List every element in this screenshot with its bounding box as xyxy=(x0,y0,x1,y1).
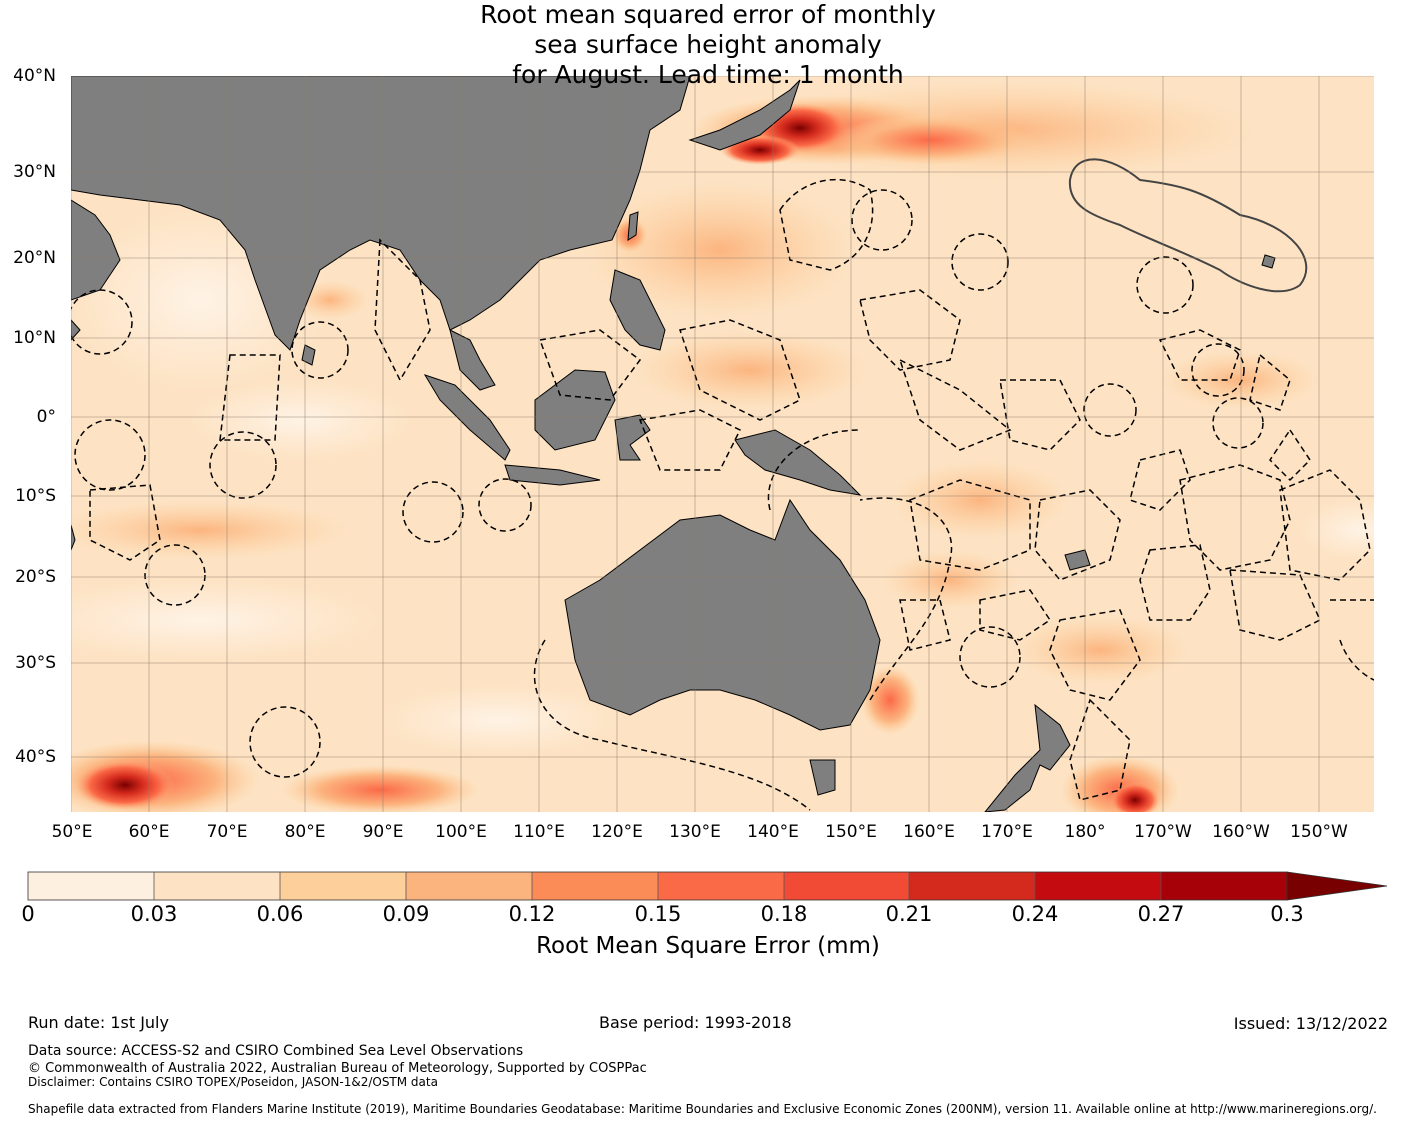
map-title-line-2: sea surface height anomaly xyxy=(534,30,882,59)
shapefile-credit: Shapefile data extracted from Flanders M… xyxy=(28,1102,1377,1116)
lon-label: 50°E xyxy=(51,822,93,842)
map-area xyxy=(71,76,1374,812)
colorbar-segment xyxy=(154,872,280,900)
colorbar-tick-label: 0.12 xyxy=(508,902,556,926)
colorbar-tick-label: 0.06 xyxy=(256,902,304,926)
colorbar-tick-label: 0 xyxy=(21,902,35,926)
lat-label: 20°S xyxy=(15,567,56,587)
colorbar-segment xyxy=(28,872,154,900)
lon-label: 160°W xyxy=(1212,822,1270,842)
run-date: Run date: 1st July xyxy=(28,1013,169,1032)
lon-label: 90°E xyxy=(362,822,404,842)
colorbar-tick-label: 0.27 xyxy=(1137,902,1185,926)
disclaimer: Disclaimer: Contains CSIRO TOPEX/Poseido… xyxy=(28,1075,438,1089)
colorbar-segment xyxy=(658,872,784,900)
land-masses xyxy=(71,76,1276,812)
base-period: Base period: 1993-2018 xyxy=(599,1013,792,1032)
lon-label: 70°E xyxy=(206,822,248,842)
lon-label: 110°E xyxy=(513,822,565,842)
lon-label: 180° xyxy=(1064,822,1106,842)
colorbar-segment xyxy=(784,872,909,900)
lon-label: 130°E xyxy=(669,822,721,842)
colorbar-segment xyxy=(280,872,406,900)
colorbar xyxy=(27,871,1388,901)
lon-label: 170°W xyxy=(1134,822,1192,842)
colorbar-tick-label: 0.18 xyxy=(760,902,808,926)
colorbar-tick-label: 0.03 xyxy=(130,902,178,926)
colorbar-tick-label: 0.21 xyxy=(885,902,933,926)
lon-label: 100°E xyxy=(435,822,487,842)
lat-label: 10°N xyxy=(13,328,56,348)
lon-label: 120°E xyxy=(591,822,643,842)
colorbar-tick-label: 0.24 xyxy=(1011,902,1059,926)
lon-label: 60°E xyxy=(128,822,170,842)
map-title-line-3: for August. Lead time: 1 month xyxy=(512,60,904,89)
colorbar-tick-label: 0.09 xyxy=(382,902,430,926)
lon-label: 150°E xyxy=(825,822,877,842)
lat-label: 30°N xyxy=(13,162,56,182)
map-title-line-1: Root mean squared error of monthly xyxy=(480,0,936,29)
lon-label: 140°E xyxy=(747,822,799,842)
lon-label: 80°E xyxy=(284,822,326,842)
map-gridlines xyxy=(71,76,1374,812)
colorbar-segment xyxy=(1161,872,1287,900)
colorbar-segment xyxy=(532,872,658,900)
lat-label: 40°N xyxy=(13,66,56,86)
colorbar-title: Root Mean Square Error (mm) xyxy=(536,933,880,959)
lat-label: 10°S xyxy=(15,486,56,506)
data-source: Data source: ACCESS-S2 and CSIRO Combine… xyxy=(28,1043,524,1059)
lon-label: 170°E xyxy=(981,822,1033,842)
lon-label: 150°W xyxy=(1290,822,1348,842)
lat-label: 20°N xyxy=(13,248,56,268)
lat-label: 40°S xyxy=(15,747,56,767)
colorbar-segment xyxy=(909,872,1035,900)
hawaii-eez-outline xyxy=(1068,158,1308,293)
copyright-notice: © Commonwealth of Australia 2022, Austra… xyxy=(28,1061,647,1076)
colorbar-tick-label: 0.3 xyxy=(1270,902,1304,926)
lon-label: 160°E xyxy=(903,822,955,842)
lat-label: 0° xyxy=(36,407,56,427)
lat-label: 30°S xyxy=(15,653,56,673)
colorbar-segment xyxy=(406,872,532,900)
issued-date: Issued: 13/12/2022 xyxy=(1233,1014,1388,1033)
colorbar-tick-label: 0.15 xyxy=(634,902,682,926)
colorbar-extend-arrow xyxy=(1286,871,1388,901)
colorbar-segment xyxy=(1035,872,1161,900)
